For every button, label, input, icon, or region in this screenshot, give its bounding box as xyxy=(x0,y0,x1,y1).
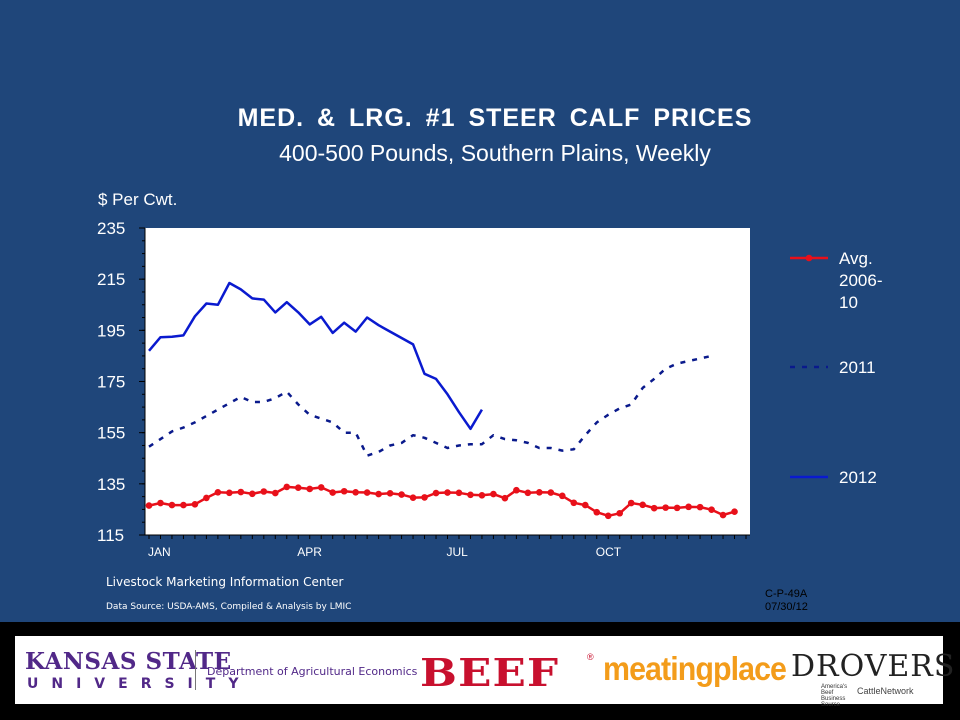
line-chart: 235 215 195 175 155 135 115 JAN APR JUL OCT Avg. 20… xyxy=(97,219,882,559)
legend-label: 2012 xyxy=(839,468,877,487)
y-tick-label: 135 xyxy=(97,475,125,494)
source-data-note: Data Source: USDA-AMS, Compiled & Analys… xyxy=(106,602,352,612)
plot-area xyxy=(145,228,750,535)
series-point xyxy=(294,484,302,491)
series-point xyxy=(432,489,440,497)
axes: 235 215 195 175 155 135 115 JAN APR JUL OCT xyxy=(97,219,750,559)
series-point xyxy=(214,488,222,496)
series-point xyxy=(467,491,474,499)
x-tick-label: APR xyxy=(297,545,322,559)
y-tick-label: 175 xyxy=(97,373,125,392)
series-point xyxy=(386,489,394,497)
series-point xyxy=(317,484,325,491)
series-point xyxy=(513,486,520,494)
series-point xyxy=(145,502,153,509)
chart-code: C-P-49A xyxy=(765,588,808,600)
series-point xyxy=(409,494,417,501)
series-point xyxy=(157,499,164,507)
series-point xyxy=(708,506,715,513)
registered-mark: ® xyxy=(587,652,594,662)
y-tick-label: 115 xyxy=(97,526,124,545)
series-point xyxy=(731,508,738,516)
y-tick-label: 155 xyxy=(97,424,125,443)
series-point xyxy=(478,492,486,499)
series-point xyxy=(271,489,279,497)
logo-bar: KANSAS STATE UNIVERSITY Department of Ag… xyxy=(15,636,954,708)
series-point xyxy=(501,494,509,502)
series-point xyxy=(616,509,624,517)
series-point xyxy=(398,491,405,498)
series-point xyxy=(639,501,646,509)
series-point xyxy=(696,503,704,511)
series-point xyxy=(444,489,451,496)
legend-marker xyxy=(805,254,813,262)
series-point xyxy=(604,512,612,520)
series-lines xyxy=(145,281,738,520)
series-point xyxy=(329,489,336,496)
series-point xyxy=(363,489,371,496)
series-point xyxy=(662,504,669,511)
y-tick-label: 215 xyxy=(97,270,125,289)
series-line-2012 xyxy=(148,281,483,431)
kansas-state-logo-text: KANSAS STATE xyxy=(25,648,232,675)
series-point xyxy=(352,488,359,496)
series-point xyxy=(524,489,532,497)
series-point xyxy=(650,504,658,512)
drovers-tagline: America's Beef Business Source xyxy=(821,684,848,708)
series-point xyxy=(547,489,555,496)
kansas-state-university-text: UNIVERSITY xyxy=(27,676,252,692)
series-point xyxy=(490,490,497,498)
x-tick-label: OCT xyxy=(596,545,622,559)
series-point xyxy=(180,501,187,509)
series-point xyxy=(226,489,233,497)
series-point xyxy=(203,494,210,502)
series-point xyxy=(455,489,463,497)
series-point xyxy=(306,485,314,493)
x-tick-label: JAN xyxy=(148,545,171,559)
series-line-avg-2006-10 xyxy=(148,485,735,518)
series-point xyxy=(536,488,543,496)
series-point xyxy=(260,488,268,495)
chart-date: 07/30/12 xyxy=(765,601,808,613)
series-point xyxy=(581,501,589,509)
series-point xyxy=(673,504,681,512)
beef-logo: BEEF xyxy=(420,650,560,695)
y-tick-label: 235 xyxy=(97,219,125,238)
series-point xyxy=(559,492,566,500)
series-point xyxy=(249,490,256,498)
series-point xyxy=(375,490,382,498)
y-axis-label: $ Per Cwt. xyxy=(98,190,178,209)
series-line-2011 xyxy=(148,354,712,457)
series-point xyxy=(237,488,245,496)
series-point xyxy=(719,511,727,519)
drovers-logo: DROVERS xyxy=(791,649,956,684)
legend-label: 2011 xyxy=(839,358,876,377)
series-point xyxy=(191,501,199,508)
legend: Avg. 2006- 10 2011 2012 xyxy=(790,249,882,487)
series-point xyxy=(593,508,601,516)
series-point xyxy=(283,483,291,491)
x-tick-label: JUL xyxy=(447,545,469,559)
source-organization: Livestock Marketing Information Center xyxy=(106,575,344,589)
series-point xyxy=(627,499,635,507)
logo-divider xyxy=(195,650,196,690)
legend-label: Avg. xyxy=(839,249,873,268)
chart-title: MED. & LRG. #1 STEER CALF PRICES xyxy=(237,104,753,132)
legend-label: 10 xyxy=(839,293,858,312)
cattlenetwork-text: CattleNetwork xyxy=(857,686,914,696)
department-name: Department of Agricultural Economics xyxy=(207,665,418,678)
meatingplace-logo: meatingplace xyxy=(603,650,787,687)
series-point xyxy=(168,501,176,509)
y-tick-label: 195 xyxy=(97,321,125,340)
legend-label: 2006- xyxy=(839,271,882,290)
chart-subtitle: 400-500 Pounds, Southern Plains, Weekly xyxy=(279,140,711,166)
series-point xyxy=(340,487,348,495)
series-point xyxy=(421,494,428,501)
series-point xyxy=(570,499,578,507)
series-point xyxy=(685,503,692,511)
